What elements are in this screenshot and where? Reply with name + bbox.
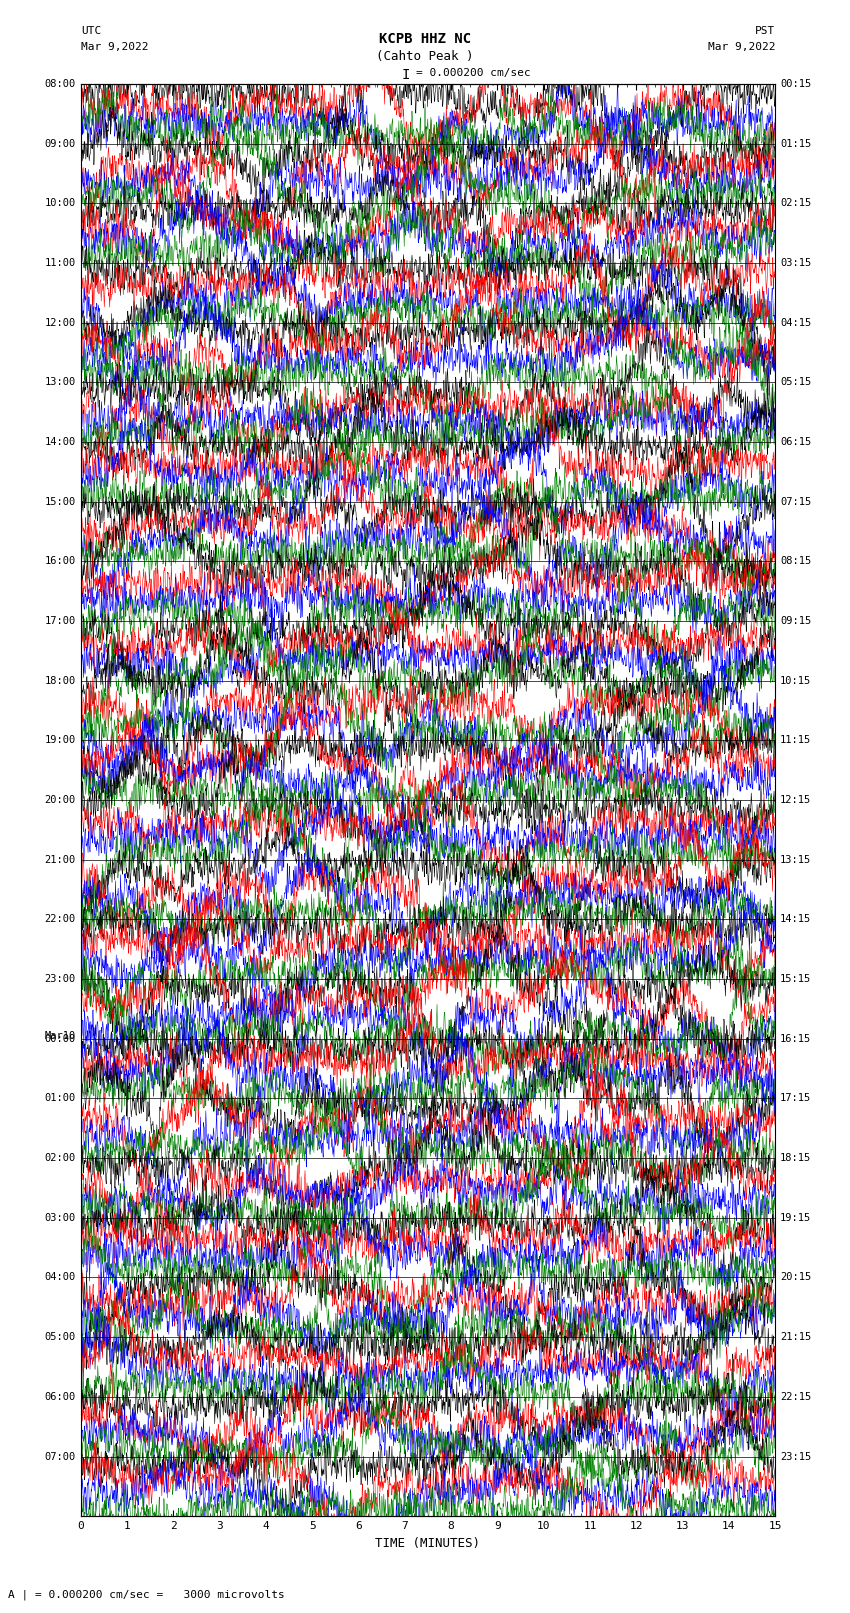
Text: I: I xyxy=(402,68,411,82)
Text: Mar 9,2022: Mar 9,2022 xyxy=(708,42,775,52)
Text: (Cahto Peak ): (Cahto Peak ) xyxy=(377,50,473,63)
Text: KCPB HHZ NC: KCPB HHZ NC xyxy=(379,32,471,47)
Text: Mar 9,2022: Mar 9,2022 xyxy=(81,42,148,52)
Text: UTC: UTC xyxy=(81,26,101,35)
Text: PST: PST xyxy=(755,26,775,35)
X-axis label: TIME (MINUTES): TIME (MINUTES) xyxy=(376,1537,480,1550)
Text: A | = 0.000200 cm/sec =   3000 microvolts: A | = 0.000200 cm/sec = 3000 microvolts xyxy=(8,1589,286,1600)
Text: = 0.000200 cm/sec: = 0.000200 cm/sec xyxy=(416,68,531,77)
